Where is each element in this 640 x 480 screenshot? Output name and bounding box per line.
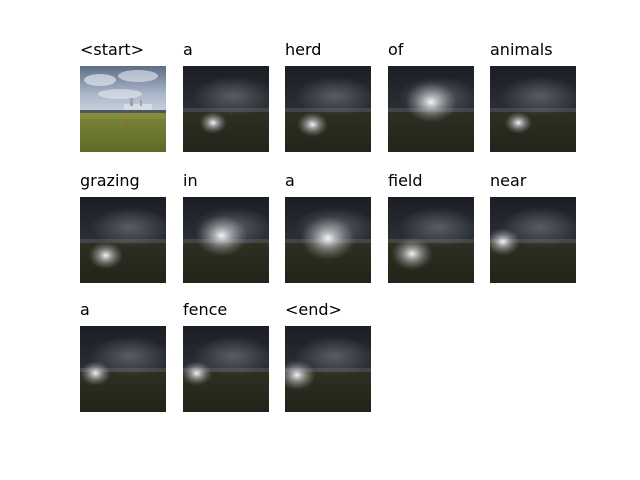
word-cell: <start>: [80, 40, 166, 152]
attention-map: [490, 197, 576, 283]
caption-word: near: [490, 171, 527, 190]
attention-map: [183, 197, 269, 283]
attention-map: [388, 197, 474, 283]
attention-map: [80, 197, 166, 283]
attention-map: [285, 66, 371, 152]
word-cell: grazing: [80, 171, 166, 283]
caption-word: in: [183, 171, 198, 190]
original-image: [80, 66, 166, 152]
caption-word: field: [388, 171, 423, 190]
attention-map: [80, 326, 166, 412]
word-cell: of: [388, 40, 474, 152]
caption-word: herd: [285, 40, 322, 59]
word-cell: field: [388, 171, 474, 283]
word-cell: animals: [490, 40, 576, 152]
attention-map: [183, 66, 269, 152]
word-cell: a: [285, 171, 371, 283]
word-cell: a: [80, 300, 166, 412]
caption-word: grazing: [80, 171, 140, 190]
caption-word: <start>: [80, 40, 145, 59]
attention-map: [388, 66, 474, 152]
caption-word: <end>: [285, 300, 342, 319]
word-cell: herd: [285, 40, 371, 152]
attention-map: [490, 66, 576, 152]
attention-map: [285, 197, 371, 283]
attention-map: [183, 326, 269, 412]
caption-word: animals: [490, 40, 553, 59]
word-cell: fence: [183, 300, 269, 412]
word-cell: in: [183, 171, 269, 283]
caption-word: a: [285, 171, 295, 190]
caption-word: a: [183, 40, 193, 59]
word-cell: <end>: [285, 300, 371, 412]
caption-word: a: [80, 300, 90, 319]
caption-word: fence: [183, 300, 228, 319]
caption-word: of: [388, 40, 404, 59]
word-cell: near: [490, 171, 576, 283]
word-cell: a: [183, 40, 269, 152]
attention-map: [285, 326, 371, 412]
